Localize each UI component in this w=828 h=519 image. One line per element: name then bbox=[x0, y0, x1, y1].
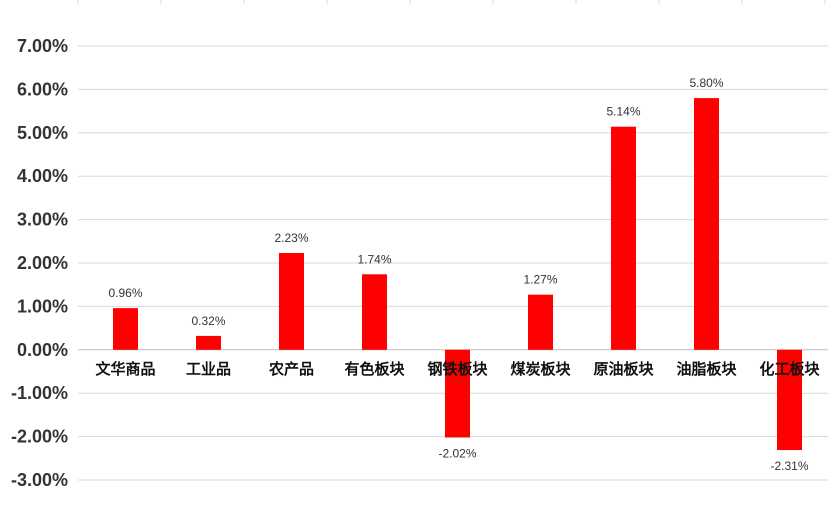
y-tick-label: 2.00% bbox=[17, 253, 68, 273]
x-tick-label: 钢铁板块 bbox=[427, 360, 488, 378]
x-tick-label: 工业品 bbox=[186, 360, 231, 378]
y-tick-label: -3.00% bbox=[11, 470, 68, 490]
data-label: -2.31% bbox=[770, 459, 808, 473]
x-tick-label: 原油板块 bbox=[593, 360, 654, 378]
bar bbox=[445, 349, 470, 438]
bar bbox=[362, 274, 387, 350]
bar bbox=[279, 253, 304, 350]
y-tick-label: 5.00% bbox=[17, 123, 68, 143]
y-tick-label: 0.00% bbox=[17, 340, 68, 360]
data-label: 2.23% bbox=[274, 231, 308, 245]
x-tick-label: 文华商品 bbox=[95, 360, 155, 378]
x-tick-label: 煤炭板块 bbox=[510, 360, 571, 378]
data-label: 5.14% bbox=[606, 105, 640, 119]
y-tick-label: 7.00% bbox=[17, 36, 68, 56]
data-labels: 0.96% 0.32% 2.23% 1.74% -2.02% 1.27% 5.14% 5.80… bbox=[108, 76, 808, 473]
x-tick-label: 农产品 bbox=[268, 360, 314, 378]
y-tick-label: 3.00% bbox=[17, 210, 68, 230]
y-axis-tick-labels: 7.00% 6.00% 5.00% 4.00% 3.00% 2.00% 1.00% 0.00%… bbox=[11, 36, 68, 490]
data-label: 1.27% bbox=[523, 273, 557, 287]
x-tick-label: 化工板块 bbox=[759, 360, 820, 378]
x-tick-label: 油脂板块 bbox=[676, 360, 737, 378]
y-tick-label: 6.00% bbox=[17, 79, 68, 99]
bars bbox=[113, 98, 802, 451]
x-axis-category-labels: 文华商品 工业品 农产品 有色板块 钢铁板块 煤炭板块 原油板块 油脂板块 化工板块 bbox=[95, 360, 820, 378]
y-tick-label: -2.00% bbox=[11, 427, 68, 447]
data-label: 5.80% bbox=[689, 76, 723, 90]
data-label: 0.32% bbox=[191, 314, 225, 328]
y-tick-label: 1.00% bbox=[17, 296, 68, 316]
bar bbox=[528, 294, 553, 350]
data-label: 1.74% bbox=[357, 252, 391, 266]
bar bbox=[694, 98, 719, 350]
data-label: -2.02% bbox=[438, 446, 476, 460]
bar bbox=[777, 349, 802, 451]
bar bbox=[196, 335, 221, 350]
y-tick-label: 4.00% bbox=[17, 166, 68, 186]
y-tick-label: -1.00% bbox=[11, 383, 68, 403]
data-label: 0.96% bbox=[108, 286, 142, 300]
x-tick-label: 有色板块 bbox=[344, 360, 405, 378]
bar bbox=[113, 308, 138, 350]
bar bbox=[611, 126, 636, 350]
